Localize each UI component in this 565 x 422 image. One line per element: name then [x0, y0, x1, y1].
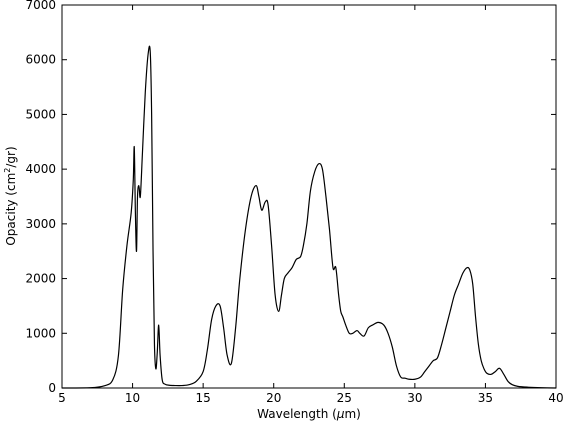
y-tick-label: 2000 [25, 272, 56, 286]
y-tick-label: 7000 [25, 0, 56, 12]
plot-frame [61, 4, 557, 389]
x-axis-label-post: m) [344, 407, 360, 421]
opacity-line [61, 45, 557, 389]
data-series [61, 45, 557, 389]
y-tick-label: 0 [48, 381, 56, 395]
x-tick-label: 10 [125, 391, 140, 405]
y-axis-label: Opacity (cm2/gr) [3, 146, 18, 245]
x-tick-label: 35 [478, 391, 493, 405]
x-tick-label: 15 [196, 391, 211, 405]
plot-background [62, 5, 556, 388]
x-axis-label: Wavelength (μm) [257, 407, 361, 421]
y-tick-label: 6000 [25, 53, 56, 67]
y-tick-label: 4000 [25, 162, 56, 176]
tick-labels: 5 10 15 20 25 30 35 40 0 1000 2000 3000 4000 5000 6000… [25, 0, 563, 405]
y-axis-label-pre: Opacity (cm [4, 173, 18, 246]
x-axis-label-mu: μ [336, 407, 345, 421]
x-tick-label: 40 [548, 391, 563, 405]
y-axis-label-post: /gr) [4, 146, 18, 167]
y-axis-label-sup: 2 [3, 168, 12, 173]
y-tick-label: 5000 [25, 107, 56, 121]
x-tick-label: 20 [266, 391, 281, 405]
x-tick-label: 25 [337, 391, 352, 405]
y-tick-label: 1000 [25, 326, 56, 340]
x-tick-label: 5 [58, 391, 66, 405]
y-tick-label: 3000 [25, 217, 56, 231]
x-tick-label: 30 [407, 391, 422, 405]
x-axis-label-pre: Wavelength ( [257, 407, 337, 421]
